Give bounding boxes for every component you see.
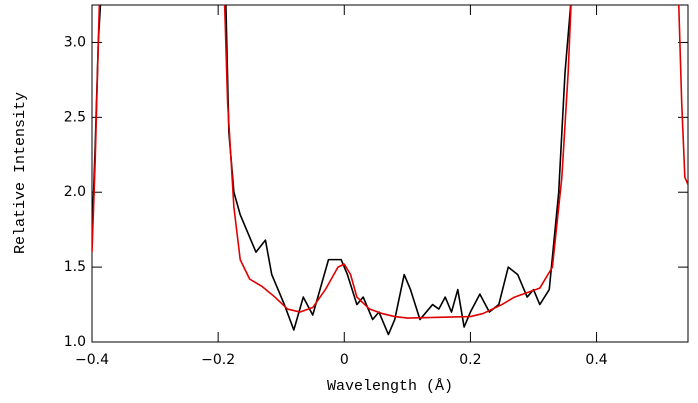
x-tick-label: 0.4	[585, 352, 607, 368]
y-tick-label: 2.5	[64, 109, 86, 125]
line-series	[92, 5, 688, 319]
line-series	[92, 5, 572, 336]
plot-area	[92, 5, 688, 336]
x-tick-label: −0.2	[201, 352, 235, 368]
x-axis-label: Wavelength (Å)	[327, 378, 453, 395]
x-tick-label: 0	[340, 352, 349, 368]
y-tick-label: 1.5	[64, 259, 86, 275]
y-tick-label: 3.0	[64, 34, 86, 50]
plot-frame	[91, 4, 689, 343]
y-tick-label: 1.0	[64, 334, 86, 350]
x-tick-label: 0.2	[459, 352, 481, 368]
x-tick-label: −0.4	[75, 352, 109, 368]
y-axis-label: Relative Intensity	[12, 92, 29, 254]
y-tick-label: 2.0	[64, 184, 86, 200]
